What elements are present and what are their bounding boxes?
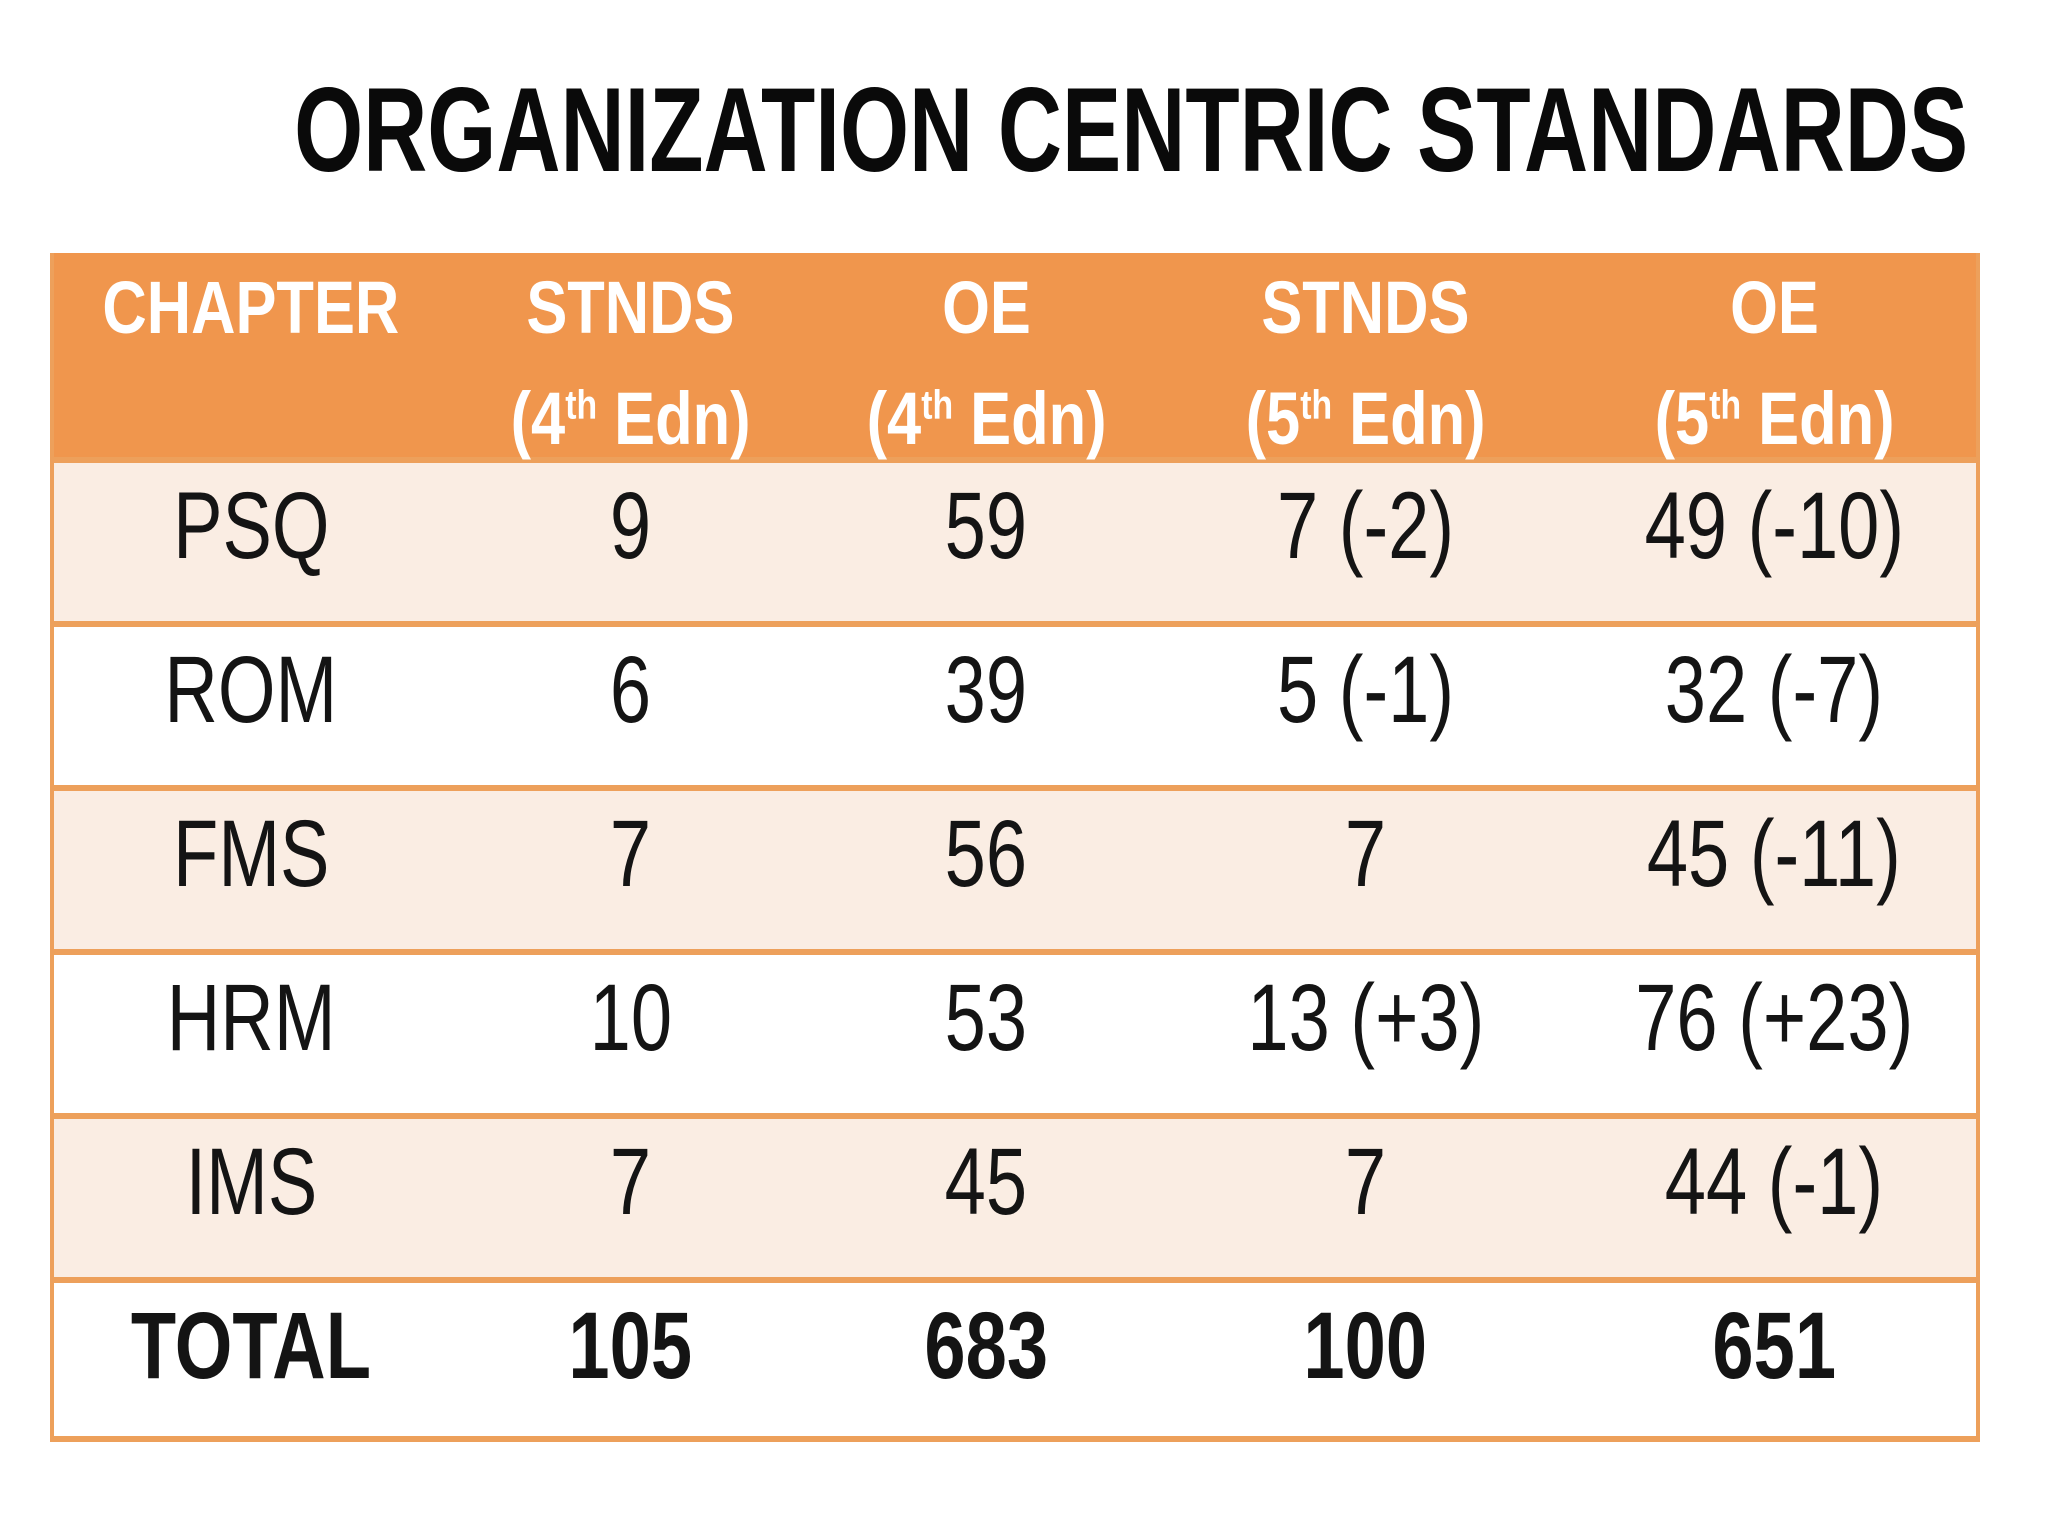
header-label: STNDS — [526, 266, 735, 349]
table-cell: 76 (+23) — [1572, 955, 1976, 1119]
table-cell: 7 (-2) — [1159, 463, 1573, 627]
header-cell-chapter: CHAPTER — [54, 253, 448, 463]
table-row-hrm: HRM 10 53 13 (+3) 76 (+23) — [54, 955, 1976, 1119]
standards-table: CHAPTER STNDS (4th Edn) OE (4th Edn) STN… — [50, 253, 1980, 1442]
header-label: OE — [1729, 266, 1819, 349]
row-label: ROM — [54, 627, 448, 791]
table-row-rom: ROM 6 39 5 (-1) 32 (-7) — [54, 627, 1976, 791]
header-cell-oe-4th: OE (4th Edn) — [813, 253, 1160, 463]
table-cell: 651 — [1572, 1283, 1976, 1436]
header-label: CHAPTER — [102, 266, 400, 349]
header-cell-oe-5th: OE (5th Edn) — [1572, 253, 1976, 463]
table-row-total: TOTAL 105 683 100 651 — [54, 1283, 1976, 1436]
table-cell: 44 (-1) — [1572, 1119, 1976, 1283]
table-cell: 59 — [813, 463, 1160, 627]
header-cell-stnds-5th: STNDS (5th Edn) — [1159, 253, 1573, 463]
table-cell: 13 (+3) — [1159, 955, 1573, 1119]
table-cell: 7 — [1159, 1119, 1573, 1283]
table-cell: 39 — [813, 627, 1160, 791]
page-title: ORGANIZATION CENTRIC STANDARDS — [0, 70, 2048, 190]
header-edition: (4th Edn) — [510, 377, 751, 460]
table-row-psq: PSQ 9 59 7 (-2) 49 (-10) — [54, 463, 1976, 627]
header-label: STNDS — [1261, 266, 1470, 349]
table-cell: 49 (-10) — [1572, 463, 1976, 627]
table-cell: 100 — [1159, 1283, 1573, 1436]
row-label: HRM — [54, 955, 448, 1119]
table-cell: 7 — [1159, 791, 1573, 955]
row-label: IMS — [54, 1119, 448, 1283]
header-edition — [55, 382, 447, 456]
table-cell: 45 (-11) — [1572, 791, 1976, 955]
header-cell-stnds-4th: STNDS (4th Edn) — [448, 253, 814, 463]
table-cell: 56 — [813, 791, 1160, 955]
table-row-ims: IMS 7 45 7 44 (-1) — [54, 1119, 1976, 1283]
table-row-fms: FMS 7 56 7 45 (-11) — [54, 791, 1976, 955]
table-header-row: CHAPTER STNDS (4th Edn) OE (4th Edn) STN… — [54, 253, 1976, 463]
row-label: PSQ — [54, 463, 448, 627]
table-cell: 10 — [448, 955, 814, 1119]
table-cell: 7 — [448, 1119, 814, 1283]
table-cell: 32 (-7) — [1572, 627, 1976, 791]
header-edition: (5th Edn) — [1654, 377, 1895, 460]
table-cell: 9 — [448, 463, 814, 627]
page-title-text: ORGANIZATION CENTRIC STANDARDS — [294, 63, 1969, 197]
table-cell: 5 (-1) — [1159, 627, 1573, 791]
table-cell: 53 — [813, 955, 1160, 1119]
row-label: FMS — [54, 791, 448, 955]
header-label: OE — [941, 266, 1031, 349]
table-cell: 105 — [448, 1283, 814, 1436]
header-edition: (4th Edn) — [866, 377, 1107, 460]
row-label: TOTAL — [54, 1283, 448, 1436]
table-cell: 7 — [448, 791, 814, 955]
table-cell: 683 — [813, 1283, 1160, 1436]
header-edition: (5th Edn) — [1245, 377, 1486, 460]
table-cell: 6 — [448, 627, 814, 791]
table-cell: 45 — [813, 1119, 1160, 1283]
